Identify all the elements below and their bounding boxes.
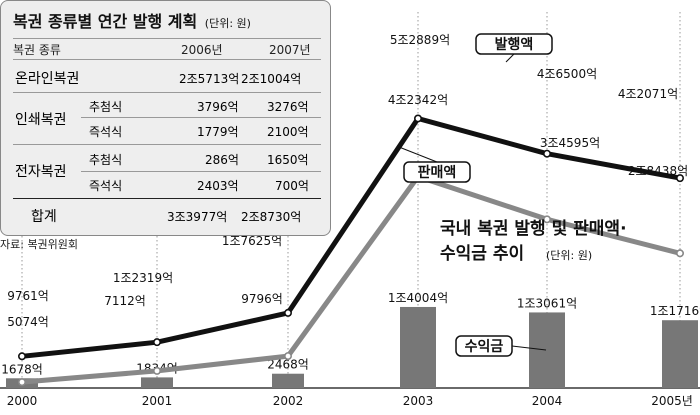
x-tick-label: 2004 [532, 394, 563, 408]
revenue-callout-box [455, 335, 513, 357]
revenue-callout-label: 수익금 [465, 338, 504, 355]
sales-data-label: 3조4595억 [540, 136, 600, 150]
chart-unit: (단위: 원) [546, 249, 592, 262]
bar-data-label: 2468억 [267, 358, 309, 372]
chart-title: 수익금 추이 [440, 244, 524, 264]
x-tick-label: 2002 [273, 394, 304, 408]
sales-data-label: 2조8438억 [628, 164, 688, 178]
table-top-rule [13, 38, 321, 39]
revenue-bar [272, 373, 304, 388]
sales-line-point [153, 366, 162, 375]
issuance-data-label: 9761억 [7, 289, 49, 303]
row-rule [13, 144, 321, 145]
issuance-plan-panel: 복권 종류별 연간 발행 계획 (단위: 원) 복권 종류 2006년 2007… [0, 0, 331, 236]
issuance-callout-leader [505, 53, 515, 63]
row-rule [13, 92, 321, 93]
issuance-data-label: 4조2071억 [618, 87, 678, 101]
bar-data-label: 1678억 [1, 362, 43, 376]
revenue-bar [400, 306, 436, 388]
row-2007: 2100억 [267, 125, 309, 139]
revenue-bar [529, 312, 565, 388]
source-note: 자료: 복권위원회 [0, 238, 79, 251]
total-2006: 3조3977억 [167, 210, 228, 224]
sales-data-label: 4조2342억 [388, 93, 448, 107]
header-2007: 2007년 [269, 43, 311, 57]
revenue-bar [141, 377, 173, 388]
row-2006: 2403억 [197, 179, 239, 193]
issuance-data-label: 1조2319억 [113, 271, 173, 285]
panel-title-text: 복권 종류별 연간 발행 계획 [13, 12, 198, 31]
header-2006: 2006년 [181, 43, 223, 57]
sales-line [21, 174, 681, 385]
issuance-line-point [153, 338, 162, 347]
x-tick-label: 2001 [142, 394, 173, 408]
panel-unit: (단위: 원) [204, 17, 251, 30]
x-tick-label: 2005년 [651, 394, 693, 408]
row-category: 전자복권 [15, 164, 67, 180]
row-2006: 3796억 [197, 100, 239, 114]
issuance-line [21, 116, 681, 359]
row-rule [81, 117, 321, 118]
total-2007: 2조8730억 [241, 210, 302, 224]
row-sub: 즉석식 [89, 179, 123, 193]
issuance-line-point [675, 174, 684, 183]
row-sub: 추첨식 [89, 100, 123, 114]
row-2007: 700억 [275, 179, 309, 193]
issuance-data-label: 1조7625억 [222, 234, 282, 248]
bar-data-label: 1조1716억 [650, 304, 700, 318]
sales-data-label: 5074억 [7, 315, 49, 329]
sales-data-label: 7112억 [104, 294, 146, 308]
issuance-callout-box [475, 33, 553, 55]
sales-callout-leader [398, 146, 438, 163]
row-category: 인쇄복권 [15, 112, 67, 128]
sales-data-label: 9796억 [241, 292, 283, 306]
issuance-line-point [542, 149, 551, 158]
sales-line-point [17, 378, 26, 387]
sales-line-point [283, 352, 292, 361]
issuance-data-label: 4조6500억 [537, 67, 597, 81]
row-2006: 1779억 [197, 125, 239, 139]
row-2006: 2조5713억 [179, 72, 240, 86]
row-sub: 즉석식 [89, 125, 123, 139]
chart-title: 국내 복권 발행 및 판매액· [440, 219, 627, 239]
row-category: 온라인복권 [15, 71, 80, 87]
revenue-callout-leader [511, 345, 547, 351]
row-2007: 2조1004억 [241, 72, 302, 86]
bar-data-label: 1조4004억 [388, 291, 448, 305]
revenue-bar [662, 320, 698, 388]
x-tick-label: 2003 [403, 394, 434, 408]
row-sub: 추첨식 [89, 153, 123, 167]
bar-data-label: 1조3061억 [517, 296, 577, 310]
issuance-line-point [413, 114, 422, 123]
issuance-callout-label: 발행액 [495, 36, 534, 53]
header-type: 복권 종류 [13, 43, 61, 57]
row-2006: 286억 [205, 153, 239, 167]
table-header-rule [13, 59, 321, 60]
sales-callout-label: 판매액 [418, 164, 457, 181]
sales-callout-box [403, 161, 471, 183]
issuance-line-point [17, 352, 26, 361]
row-2007: 1650억 [267, 153, 309, 167]
row-rule [81, 171, 321, 172]
row-rule [13, 198, 321, 199]
panel-title: 복권 종류별 연간 발행 계획 (단위: 원) [13, 8, 251, 32]
total-label: 합계 [31, 209, 57, 225]
x-tick-label: 2000 [7, 394, 38, 408]
issuance-line-point [283, 308, 292, 317]
issuance-data-label: 5조2889억 [390, 33, 450, 47]
row-2007: 3276억 [267, 100, 309, 114]
sales-line-point [542, 215, 551, 224]
sales-line-point [675, 249, 684, 258]
